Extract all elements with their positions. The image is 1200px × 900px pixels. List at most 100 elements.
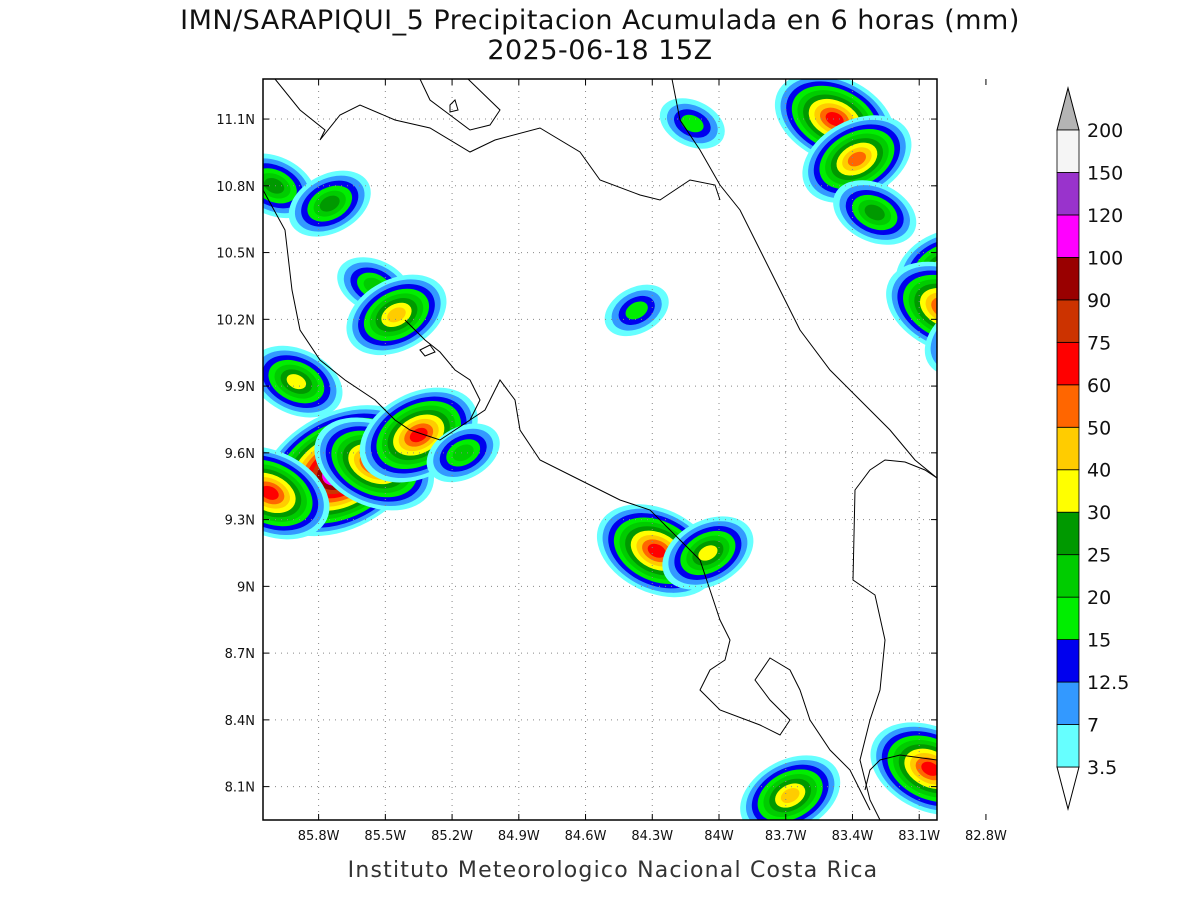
precip-band xyxy=(625,301,648,320)
colorbar-swatch xyxy=(1056,172,1080,216)
colorbar-legend: 3.5 7 12.5 15 20 25 30 40 50 60 75 90 100 120 150 200 xyxy=(1056,86,1129,811)
nicaragua-border-line xyxy=(274,79,721,201)
precip-band xyxy=(974,312,1042,371)
colorbar-label: 12.5 xyxy=(1087,672,1129,694)
x-tick-label: 84.3W xyxy=(631,829,673,844)
precip-band xyxy=(945,287,1072,397)
precip-band xyxy=(941,307,1009,367)
y-tick-label: 8.7N xyxy=(225,647,255,662)
precip-cell xyxy=(833,180,917,245)
colorbar-swatch xyxy=(1056,299,1080,343)
colorbar-swatch xyxy=(1056,256,1080,301)
precip-band xyxy=(996,331,1020,351)
precip-cell xyxy=(659,98,725,149)
colorbar-label: 20 xyxy=(1087,587,1111,609)
precip-band xyxy=(387,307,406,323)
map-subtitle-date: 2025-06-18 15Z xyxy=(487,35,712,66)
colorbar-over-arrow xyxy=(1056,86,1080,131)
precip-cell xyxy=(263,446,330,540)
colorbar-swatch xyxy=(1056,384,1080,428)
x-tick-label: 82.8W xyxy=(965,829,1007,844)
y-tick-label: 8.1N xyxy=(225,781,255,796)
colorbar-swatch xyxy=(1056,214,1080,258)
gulf-nicoya-coast xyxy=(469,379,871,811)
colorbar-swatch xyxy=(1056,639,1080,683)
precip-band xyxy=(956,320,995,354)
colorbar-swatch xyxy=(1056,426,1080,471)
precipitation-field xyxy=(263,79,1072,820)
colorbar-label: 25 xyxy=(1087,545,1111,567)
x-tick-label: 84.6W xyxy=(565,829,607,844)
colorbar-swatch xyxy=(1056,596,1080,641)
caribbean-coast-line xyxy=(671,79,937,479)
graticule-grid xyxy=(263,79,937,820)
precip-band xyxy=(1007,358,1046,392)
precip-band xyxy=(948,313,1001,360)
colorbar-swatch xyxy=(1056,724,1080,768)
precip-cell xyxy=(802,115,912,203)
precip-band xyxy=(825,112,844,127)
precip-band xyxy=(936,301,937,316)
colorbar-label: 200 xyxy=(1087,120,1123,142)
colorbar-label: 30 xyxy=(1087,502,1111,524)
precip-band xyxy=(921,761,937,776)
x-tick-label: 84W xyxy=(704,829,734,844)
y-tick-label: 9.9N xyxy=(225,380,255,395)
precip-cell xyxy=(662,516,754,590)
lake-shore-line xyxy=(419,79,501,131)
x-tick-label: 83.4W xyxy=(832,829,874,844)
map-frame xyxy=(262,78,938,821)
precip-band xyxy=(959,299,1056,383)
x-tick-label: 85.5W xyxy=(364,829,406,844)
y-tick-label: 10.8N xyxy=(216,180,255,195)
colorbar-label: 7 xyxy=(1087,715,1099,737)
colorbar-swatch xyxy=(1056,469,1080,513)
precip-band xyxy=(952,293,1064,390)
precip-cell xyxy=(288,170,371,237)
x-tick-label: 84.9W xyxy=(498,829,540,844)
precip-band xyxy=(263,485,279,500)
colorbar-swatch xyxy=(1056,554,1080,598)
credit-text: Instituto Meteorologico Nacional Costa R… xyxy=(348,858,879,883)
precip-band xyxy=(698,545,718,561)
y-tick-label: 8.4N xyxy=(225,714,255,729)
colorbar-label: 60 xyxy=(1087,375,1111,397)
panama-pacific-coast xyxy=(864,754,937,791)
colorbar-label: 40 xyxy=(1087,460,1111,482)
precip-band xyxy=(681,114,704,133)
precip-cell xyxy=(426,423,500,483)
map-title: IMN/SARAPIQUI_5 Precipitacion Acumulada … xyxy=(180,5,1020,36)
precip-band xyxy=(984,338,1067,412)
precip-cell xyxy=(263,345,343,418)
precip-band xyxy=(999,351,1052,398)
colorbar-under-arrow xyxy=(1056,766,1080,811)
precip-band xyxy=(1014,364,1038,385)
colorbar-label: 150 xyxy=(1087,162,1123,184)
precip-band xyxy=(963,327,987,348)
colorbar-swatch xyxy=(1056,681,1080,725)
precip-band xyxy=(286,374,307,390)
precip-band xyxy=(864,204,885,221)
colorbar-label: 120 xyxy=(1087,205,1123,227)
precip-band xyxy=(264,177,285,194)
precip-cell xyxy=(945,287,1072,397)
precip-band xyxy=(982,319,1035,365)
x-tick-label: 83.1W xyxy=(898,829,940,844)
colorbar-swatch xyxy=(1056,341,1080,386)
y-tick-label: 9N xyxy=(237,580,255,595)
colorbar-label: 15 xyxy=(1087,630,1111,652)
nicoya-inner-islet xyxy=(419,344,436,357)
island-outline xyxy=(449,99,459,113)
precip-cell xyxy=(604,284,669,337)
y-tick-label: 9.3N xyxy=(225,514,255,529)
y-tick-label: 11.1N xyxy=(216,113,255,128)
colorbar-swatch xyxy=(1056,129,1080,173)
precip-cell xyxy=(359,387,478,483)
precip-cell xyxy=(886,261,937,355)
colorbar-swatch xyxy=(1056,511,1080,556)
x-tick-label: 85.2W xyxy=(431,829,473,844)
axis-ticks: 85.8W 85.5W 85.2W 84.9W 84.6W 84.3W 84W 83.7W 83… xyxy=(216,79,1007,844)
precip-band xyxy=(936,306,937,368)
precip-band xyxy=(992,345,1060,405)
precip-band xyxy=(319,195,340,212)
